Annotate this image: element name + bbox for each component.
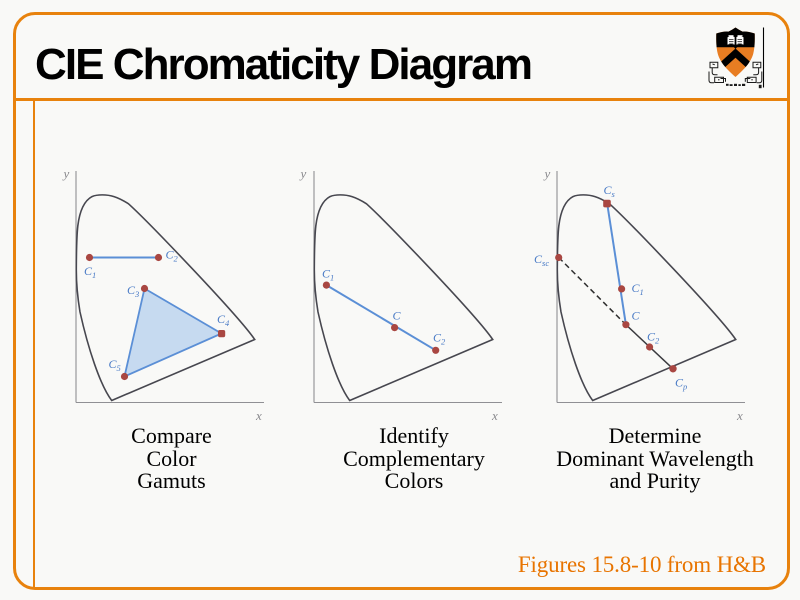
svg-text:C2: C2: [166, 248, 179, 264]
svg-text:C2: C2: [433, 331, 446, 347]
svg-text:C2: C2: [647, 330, 660, 346]
svg-text:C1: C1: [322, 267, 334, 283]
svg-text:y: y: [299, 166, 307, 181]
svg-text:x: x: [736, 408, 743, 423]
svg-text:Cp: Cp: [675, 376, 687, 392]
svg-text:C1: C1: [84, 264, 96, 280]
svg-text:x: x: [491, 408, 498, 423]
svg-text:C4: C4: [217, 312, 230, 328]
svg-text:C: C: [632, 309, 641, 323]
svg-text:C: C: [393, 309, 402, 323]
svg-text:C3: C3: [127, 283, 139, 299]
svg-text:C5: C5: [109, 357, 121, 373]
svg-text:x: x: [255, 408, 262, 423]
svg-text:y: y: [62, 166, 70, 181]
svg-text:Cs: Cs: [604, 183, 616, 199]
svg-text:y: y: [543, 166, 551, 181]
svg-text:C1: C1: [632, 281, 644, 297]
svg-text:Csc: Csc: [534, 252, 549, 268]
